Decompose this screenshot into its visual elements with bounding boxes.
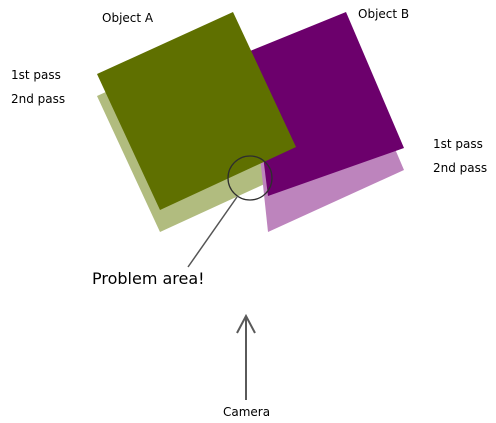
object-b-label: Object B — [358, 7, 409, 21]
problem-area-label: Problem area! — [92, 269, 205, 288]
object-b-first-pass-label: 1st pass — [433, 137, 483, 151]
camera-arrow-head — [236, 313, 256, 334]
problem-area-circle — [227, 155, 273, 201]
object-a-first-pass — [97, 12, 296, 210]
object-b-second-pass-label: 2nd pass — [433, 161, 487, 175]
object-a-label: Object A — [102, 11, 154, 25]
object-a-first-pass-label: 1st pass — [11, 68, 61, 82]
problem-area-pointer — [187, 196, 238, 268]
object-a-second-pass-label: 2nd pass — [11, 92, 65, 106]
camera-label: Camera — [223, 405, 270, 419]
